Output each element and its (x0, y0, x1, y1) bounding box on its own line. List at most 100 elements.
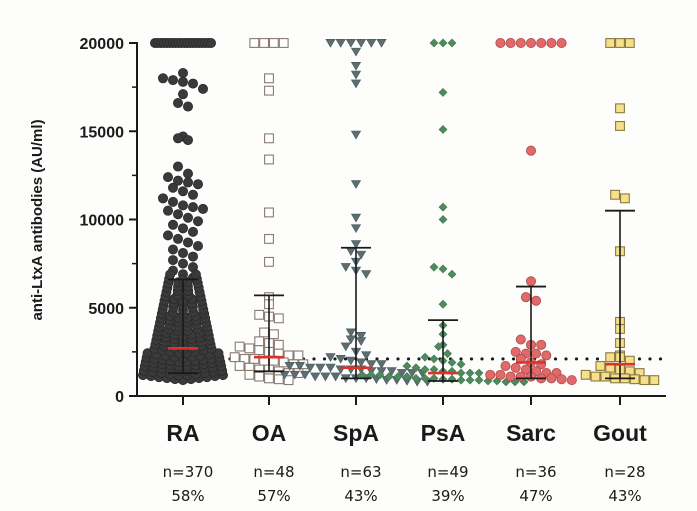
data-point (234, 361, 245, 371)
data-point (320, 372, 331, 382)
data-point (345, 328, 357, 338)
data-point (254, 371, 265, 382)
data-point (595, 361, 606, 371)
data-point (386, 367, 397, 377)
data-point (264, 233, 274, 244)
category-label: SpA (333, 420, 379, 446)
data-point (355, 358, 367, 368)
data-point (350, 70, 362, 80)
data-point (536, 38, 547, 49)
data-point (411, 363, 421, 373)
data-point (411, 373, 421, 383)
data-point (556, 38, 567, 49)
data-point (190, 269, 201, 280)
data-point (366, 39, 377, 48)
data-point (172, 233, 183, 244)
data-point (526, 276, 537, 287)
data-point (456, 359, 466, 369)
data-point (605, 38, 616, 48)
data-point (264, 154, 274, 165)
data-point (187, 226, 198, 237)
data-point (172, 133, 183, 144)
data-point (172, 98, 183, 109)
data-point (310, 372, 321, 382)
data-point (465, 375, 475, 385)
data-point (384, 372, 394, 382)
data-point (639, 375, 650, 386)
data-point (167, 196, 178, 207)
data-point (325, 39, 336, 48)
category-label: Sarc (506, 420, 556, 446)
data-point (393, 372, 403, 382)
percent-label: 47% (519, 487, 552, 505)
data-point (325, 363, 336, 373)
data-point (244, 343, 255, 354)
n-count-label: n=63 (340, 463, 381, 481)
data-point (162, 205, 173, 216)
data-point (438, 215, 448, 224)
axes: 0 5000 10000 15000 20000 anti-LtxA antibodies… (29, 36, 666, 406)
data-point (335, 354, 346, 364)
data-point (515, 38, 526, 49)
data-point (355, 332, 367, 341)
data-point (289, 370, 300, 380)
data-point (249, 38, 260, 48)
y-tick-label: 5000 (88, 301, 124, 318)
percent-label: 57% (257, 487, 290, 505)
data-point (157, 73, 168, 84)
data-point (350, 180, 362, 189)
data-point (182, 135, 193, 146)
labels: RA n=370 58% OA n=48 57% SpA n=63 43% PsA n=49 39% S… (163, 420, 648, 505)
data-point (162, 230, 173, 241)
data-point (505, 371, 516, 382)
n-count-label: n=28 (604, 463, 645, 481)
data-point (556, 374, 567, 385)
data-point (600, 371, 611, 382)
data-point (526, 38, 537, 49)
data-point (294, 362, 306, 371)
data-point (361, 270, 372, 279)
data-point (167, 219, 178, 230)
data-point (157, 193, 168, 204)
data-point (438, 38, 448, 48)
data-point (429, 38, 439, 48)
data-point (284, 362, 295, 371)
data-point (615, 121, 625, 131)
data-point (162, 172, 173, 183)
data-point (619, 193, 630, 204)
category-label: Gout (593, 420, 647, 446)
data-point (438, 264, 448, 274)
data-point (515, 334, 526, 345)
data-point (330, 372, 341, 382)
median-iqr-bars (168, 209, 635, 382)
data-point (299, 370, 311, 380)
data-point (495, 369, 506, 380)
data-point (526, 145, 537, 156)
data-point (541, 350, 552, 361)
data-point (580, 369, 591, 380)
data-point (192, 216, 203, 227)
data-point (345, 335, 357, 345)
percent-label: 39% (431, 487, 464, 505)
data-point (402, 361, 412, 371)
data-point (187, 78, 198, 89)
data-point (259, 38, 270, 48)
data-point (325, 353, 336, 362)
data-point (375, 370, 385, 380)
data-point (649, 375, 660, 386)
data-point (177, 89, 188, 100)
data-point (264, 207, 274, 218)
data-point (172, 161, 183, 172)
data-point (438, 87, 448, 97)
data-point (350, 213, 362, 223)
data-point (531, 295, 542, 306)
data-points (137, 38, 660, 387)
data-point (438, 202, 448, 212)
data-point (254, 336, 265, 347)
data-point (443, 349, 452, 359)
category-label: OA (252, 420, 287, 446)
data-point (396, 369, 408, 378)
category-label: RA (166, 420, 199, 446)
data-point (273, 374, 284, 385)
data-point (447, 374, 457, 384)
